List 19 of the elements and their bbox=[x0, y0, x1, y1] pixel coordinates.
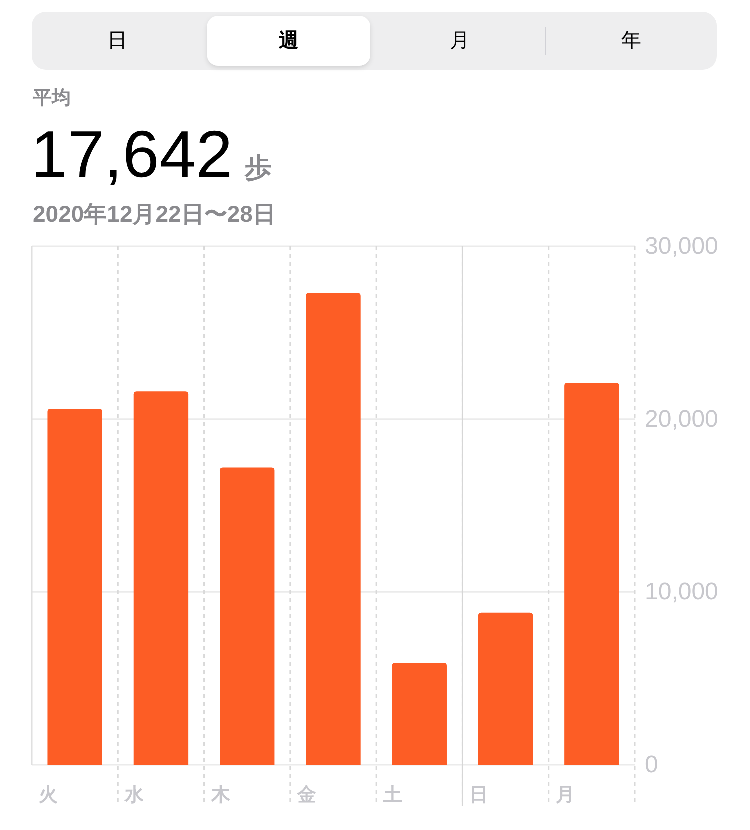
subtitle: 2020年12月22日〜28日 bbox=[33, 201, 276, 227]
y-tick-label: 20,000 bbox=[645, 406, 718, 433]
tab-label: 月 bbox=[450, 30, 470, 52]
x-tick-label: 日 bbox=[470, 785, 489, 806]
y-tick-label: 30,000 bbox=[645, 233, 718, 260]
average-value: 17,642 bbox=[31, 117, 233, 191]
x-tick-label: 月 bbox=[556, 785, 575, 806]
x-tick-label: 金 bbox=[297, 785, 316, 806]
x-tick-label: 土 bbox=[384, 785, 403, 806]
x-tick-label: 水 bbox=[125, 785, 144, 806]
tab-label: 週 bbox=[278, 30, 299, 52]
x-tick-label: 火 bbox=[39, 785, 58, 806]
tab-label: 年 bbox=[621, 30, 642, 52]
tab-label: 日 bbox=[108, 30, 128, 52]
x-tick-label: 木 bbox=[211, 785, 230, 806]
y-tick-label: 0 bbox=[645, 752, 658, 778]
y-tick-label: 10,000 bbox=[645, 578, 718, 606]
title: 平均 bbox=[33, 88, 71, 109]
unit: 歩 bbox=[244, 153, 272, 183]
